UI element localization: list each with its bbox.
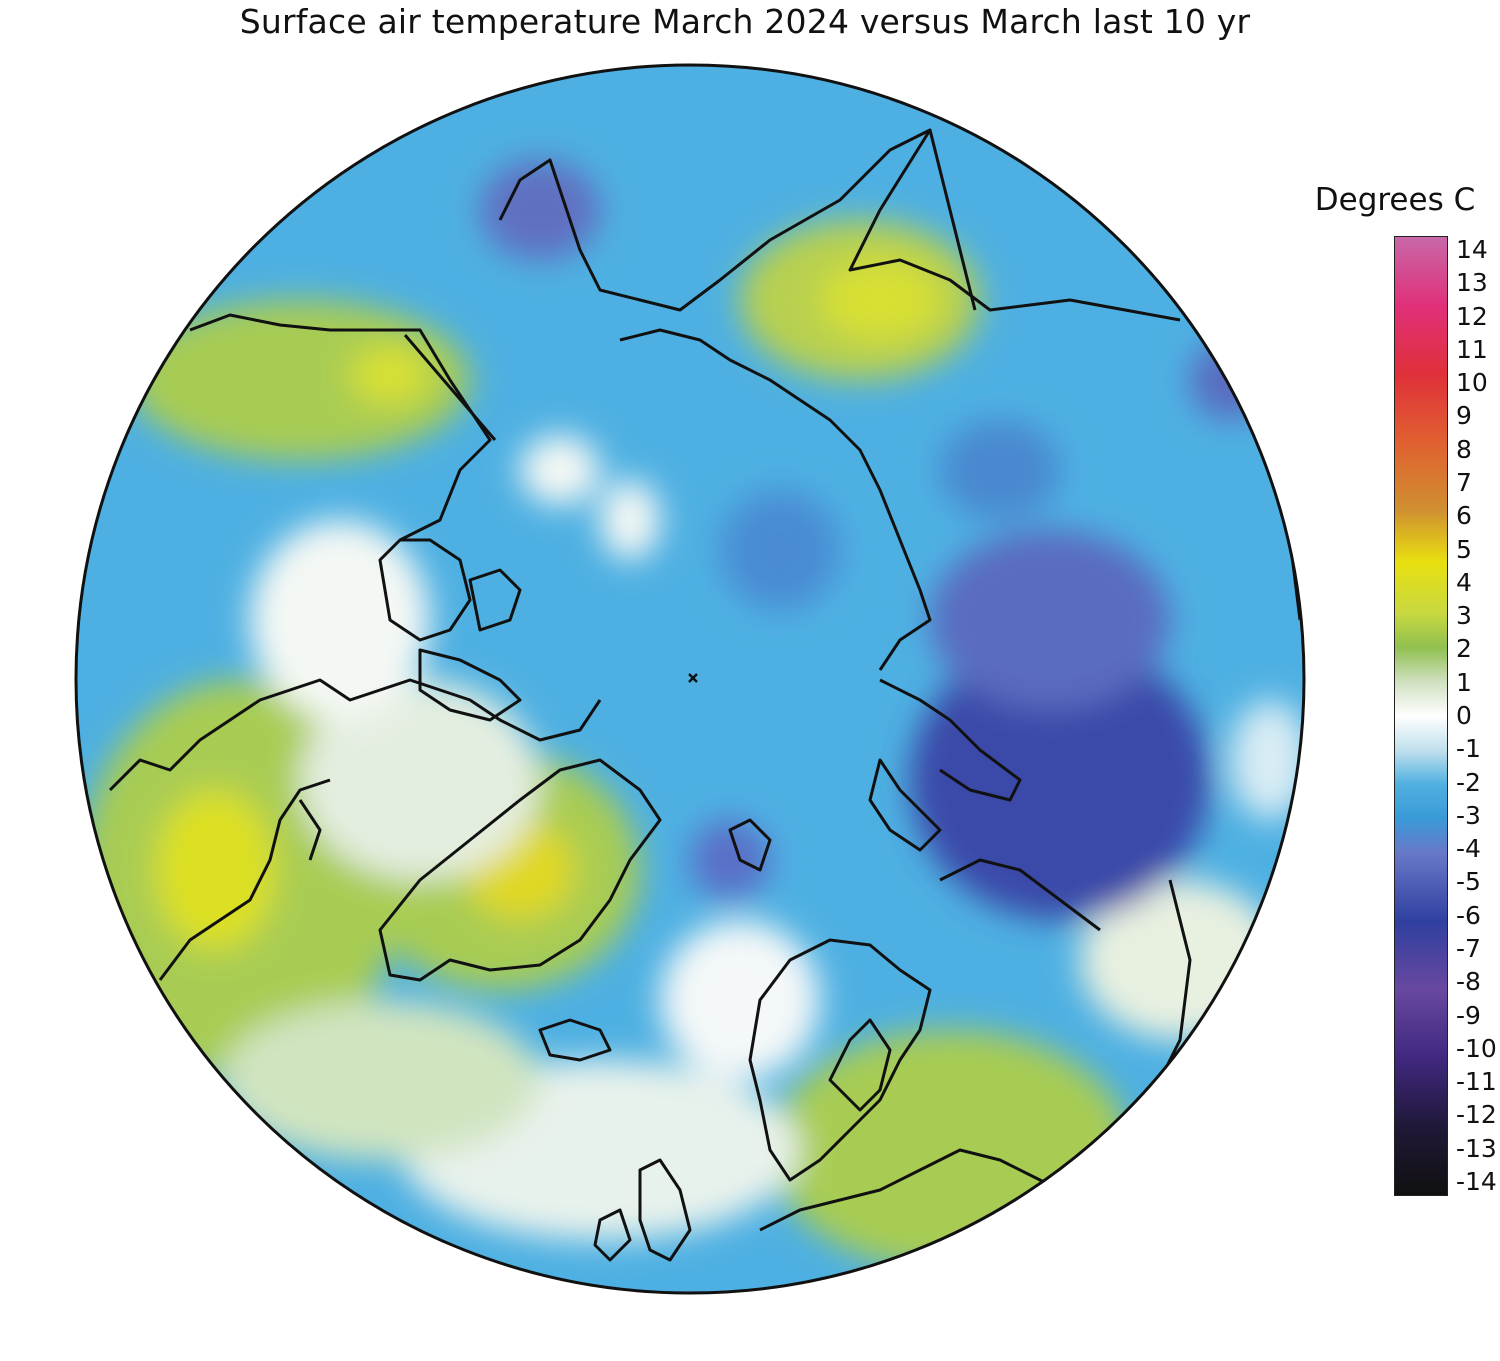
- arctic-archipelago-2: [468, 568, 522, 632]
- hudson-bay: [158, 778, 331, 981]
- iceland: [538, 1018, 612, 1062]
- legend-title: Degrees C: [1314, 182, 1476, 218]
- colorbar-tick-label: 1: [1456, 667, 1472, 697]
- europe-mainland: [759, 1148, 1081, 1232]
- colorbar-tick-label: 6: [1456, 501, 1472, 531]
- colorbar-tick-label: -11: [1456, 1067, 1497, 1097]
- novaya-zemlya: [868, 758, 942, 852]
- colorbar-tick-label: -3: [1456, 800, 1481, 830]
- colorbar-tick-label: -14: [1456, 1167, 1497, 1196]
- colorbar-tick-label: 0: [1456, 701, 1472, 730]
- colorbar-tick-label: 14: [1456, 235, 1488, 264]
- colorbar-tick-label: 10: [1456, 368, 1488, 398]
- arctic-archipelago-3: [418, 648, 522, 722]
- colorbar-ticks: 14 13 12 11 10 9 8 7 6 5 4 3 2 1 0 -1 -2 -3 -4 -5 -6 -7 -8 -9 -1…: [1456, 236, 1500, 1196]
- baltic: [828, 1018, 892, 1112]
- colorbar-tick-label: -5: [1456, 867, 1481, 897]
- taymyr: [879, 678, 1022, 802]
- colorbar-tick-label: -6: [1456, 900, 1481, 930]
- colorbar-tick-label: 12: [1456, 301, 1488, 331]
- scandinavia: [748, 938, 932, 1182]
- colorbar-tick-label: 13: [1456, 268, 1488, 298]
- colorbar: [1394, 236, 1448, 1196]
- greenland-coast: [378, 758, 662, 982]
- map-border: [74, 63, 1306, 1295]
- svalbard: [728, 818, 772, 872]
- colorbar-tick-label: -4: [1456, 834, 1481, 864]
- warm-alaska: [130, 300, 470, 460]
- cold-bering: [480, 160, 600, 260]
- alaska-border: [403, 334, 497, 441]
- colorbar-tick-label: 4: [1456, 567, 1472, 597]
- chart-title: Surface air temperature March 2024 versu…: [239, 2, 1251, 41]
- colorbar-tick-label: -2: [1456, 767, 1481, 797]
- north-pole-marker: [688, 673, 698, 683]
- colorbar-tick-label: -10: [1456, 1033, 1497, 1063]
- alaska-coast: [189, 313, 492, 542]
- arctic-archipelago-1: [378, 538, 472, 642]
- colorbar-tick-label: 7: [1456, 468, 1472, 497]
- anomaly-field: [76, 65, 1304, 1293]
- ireland: [593, 1208, 632, 1262]
- colorbar-tick-label: 9: [1456, 401, 1472, 431]
- colorbar-tick-label: -12: [1456, 1100, 1497, 1130]
- siberia-east-coast: [498, 128, 1181, 322]
- colorbar-tick-label: -1: [1456, 734, 1481, 764]
- canada-coast: [108, 678, 602, 792]
- coastlines: [108, 128, 1302, 1262]
- colorbar-tick-label: 11: [1456, 334, 1488, 364]
- cold-central-siberia: [910, 640, 1210, 920]
- colorbar-tick-label: -8: [1456, 967, 1481, 997]
- colorbar-tick-label: 8: [1456, 434, 1472, 464]
- british-isles: [638, 1158, 692, 1262]
- labrador: [298, 799, 322, 861]
- chukotka-border: [928, 129, 977, 311]
- colorbar-tick-label: 2: [1456, 634, 1472, 664]
- colorbar-tick-label: 5: [1456, 534, 1472, 564]
- colorbar-tick-label: -7: [1456, 934, 1481, 963]
- urals-west: [939, 858, 1101, 932]
- colorbar-tick-label: 3: [1456, 601, 1472, 631]
- anomaly-blobs: [80, 160, 1304, 1270]
- siberia-north-coast: [619, 328, 932, 671]
- colorbar-tick-label: -9: [1456, 1000, 1481, 1030]
- colorbar-tick-label: -13: [1456, 1133, 1497, 1163]
